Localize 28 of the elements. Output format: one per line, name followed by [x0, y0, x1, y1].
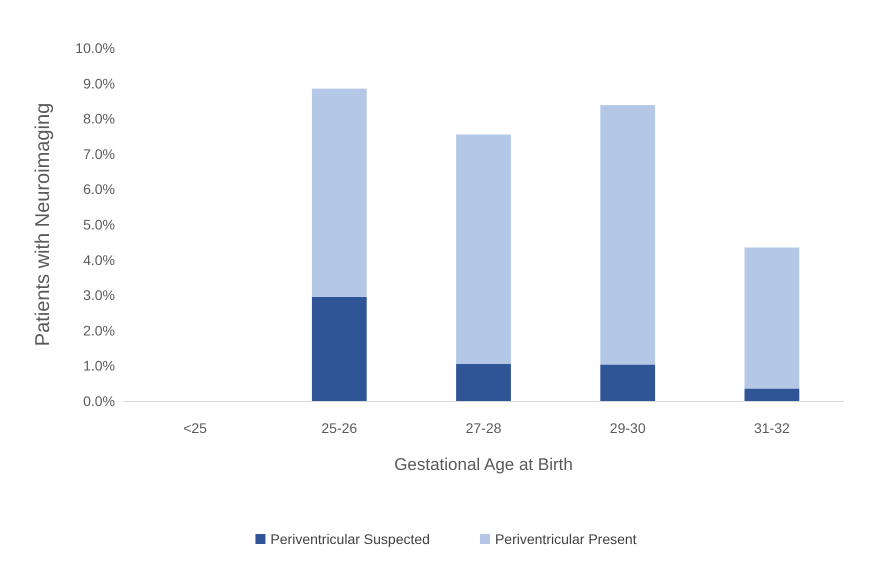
x-tick-label: 29-30 [610, 420, 646, 436]
y-tick-label: 8.0% [83, 110, 115, 127]
y-tick-label: 9.0% [83, 75, 115, 92]
y-tick-label: 5.0% [83, 216, 115, 232]
bar [312, 88, 367, 297]
x-tick-label: 25-26 [321, 420, 358, 436]
bar [456, 134, 511, 364]
bar [312, 296, 367, 401]
y-tick-label: 6.0% [83, 181, 115, 198]
legend-label: Periventricular Suspected [270, 531, 430, 547]
x-axis-title: Gestational Age at Birth [394, 455, 573, 474]
x-tick-label: 27-28 [466, 420, 502, 436]
y-tick-label: 4.0% [83, 252, 115, 268]
y-tick-label: 1.0% [83, 358, 115, 374]
y-tick-label: 2.0% [83, 322, 115, 338]
y-tick-label: 7.0% [83, 146, 115, 162]
bar [600, 105, 656, 365]
y-tick-label: 10.0% [75, 40, 115, 56]
x-tick-label: <25 [183, 420, 208, 436]
x-tick-label: 31-32 [754, 420, 790, 436]
bar [744, 388, 800, 401]
bar [456, 364, 511, 401]
legend-label: Periventricular Present [494, 531, 637, 547]
y-axis-title: Patients with Neuroimaging [32, 102, 54, 346]
bar [600, 364, 656, 401]
y-tick-label: 3.0% [83, 287, 115, 304]
bar [744, 247, 800, 389]
y-tick-label: 0.0% [83, 393, 115, 409]
